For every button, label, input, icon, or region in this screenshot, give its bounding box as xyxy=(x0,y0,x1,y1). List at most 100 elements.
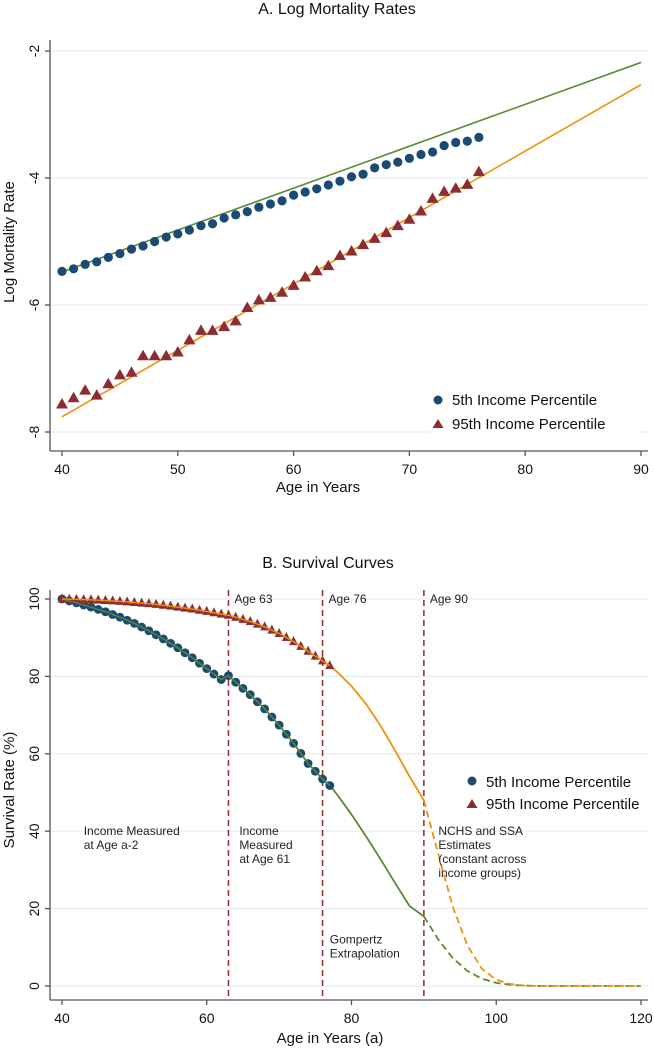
data-point-5th xyxy=(370,163,380,173)
data-point-5th xyxy=(312,184,322,194)
x-tick-label: 50 xyxy=(170,461,186,477)
y-tick-label: 100 xyxy=(26,587,42,611)
x-tick-label: 100 xyxy=(485,1010,509,1026)
annotation-line: at Age a-2 xyxy=(84,838,139,852)
data-point-95th xyxy=(264,291,277,302)
data-point-95th xyxy=(125,366,138,377)
x-tick-label: 60 xyxy=(286,461,302,477)
data-point-5th xyxy=(68,264,79,274)
data-point-5th xyxy=(404,153,414,163)
data-point-95th xyxy=(202,605,212,615)
data-point-95th xyxy=(187,603,197,613)
panel-a-title: A. Log Mortality Rates xyxy=(258,1,415,18)
data-point-95th xyxy=(93,594,103,604)
data-point-95th xyxy=(252,293,265,305)
panel-a-fit-lines xyxy=(61,61,642,418)
data-point-5th xyxy=(57,266,67,276)
survival-curve-95th xyxy=(61,598,425,801)
data-point-5th xyxy=(289,190,299,200)
data-point-95th xyxy=(414,205,427,216)
y-tick-label: 20 xyxy=(26,901,42,917)
legend-label-5th: 5th Income Percentile xyxy=(486,774,631,791)
data-point-95th xyxy=(472,165,485,177)
data-point-5th xyxy=(231,210,241,220)
y-tick-label: 40 xyxy=(26,823,42,839)
annotation-line: Estimates xyxy=(438,838,491,852)
data-point-5th xyxy=(196,221,206,231)
panel-b-legend: 5th Income Percentile 95th Income Percen… xyxy=(466,774,639,813)
panel-b-axes: 0 20 40 60 80 100 40 60 80 100 120 xyxy=(26,587,653,1026)
data-point-95th xyxy=(216,608,226,618)
panel-a-y-axis-label: Log Mortality Rate xyxy=(1,181,18,303)
annotation-line: Extrapolation xyxy=(330,946,400,960)
data-point-95th xyxy=(438,185,451,196)
annotation-line: Income Measured xyxy=(84,824,180,838)
data-point-5th xyxy=(184,225,194,235)
y-tick-label: -8 xyxy=(26,426,42,439)
y-tick-label: -2 xyxy=(26,45,42,58)
data-point-95th xyxy=(67,391,80,403)
data-point-5th xyxy=(138,241,148,251)
x-tick-label: 80 xyxy=(344,1010,360,1026)
data-point-95th xyxy=(79,594,89,604)
data-point-95th xyxy=(403,213,416,224)
annotation-line: income groups) xyxy=(438,866,521,880)
data-point-95th xyxy=(160,349,173,361)
data-point-5th xyxy=(451,137,461,148)
panel-b-gridlines xyxy=(51,598,648,987)
panel-b-curves xyxy=(61,598,641,987)
vertical-line-label: Age 63 xyxy=(234,592,272,606)
data-point-5th xyxy=(393,157,403,167)
data-point-5th xyxy=(80,259,90,269)
x-tick-label: 90 xyxy=(633,461,649,477)
data-point-5th xyxy=(474,132,484,142)
panel-b-survival-curves: B. Survival Curves Age 63 Age 76 Age 90 0 2… xyxy=(1,555,653,1047)
data-point-95th xyxy=(325,660,335,670)
data-point-95th xyxy=(71,593,81,603)
data-point-95th xyxy=(158,599,168,609)
legend-marker-triangle-icon xyxy=(432,419,444,428)
data-point-95th xyxy=(380,226,393,238)
data-point-95th xyxy=(357,238,370,250)
data-point-5th xyxy=(219,213,229,223)
data-point-5th xyxy=(173,229,183,239)
fit-overlay-95th xyxy=(61,598,331,667)
data-point-95th xyxy=(113,368,126,380)
data-point-95th xyxy=(391,219,404,231)
annotation-line: Measured xyxy=(239,838,292,852)
x-tick-label: 80 xyxy=(517,461,533,477)
panel-b-points xyxy=(57,593,335,790)
x-tick-label: 40 xyxy=(54,1010,70,1026)
vertical-line-label: Age 90 xyxy=(430,592,468,606)
annotation-text: Income Measured at Age 61 xyxy=(239,824,292,866)
data-point-5th xyxy=(92,257,102,267)
panel-a-points xyxy=(56,132,485,409)
data-point-95th xyxy=(426,192,439,203)
vertical-line-label: Age 76 xyxy=(329,592,367,606)
data-point-5th xyxy=(358,169,368,179)
data-point-95th xyxy=(183,333,196,345)
data-point-5th xyxy=(115,248,125,259)
data-point-95th xyxy=(79,384,92,395)
fit-overlay-5th xyxy=(61,598,331,787)
annotation-line: Income xyxy=(239,824,279,838)
y-tick-label: 80 xyxy=(26,668,42,684)
legend-label-95th: 95th Income Percentile xyxy=(452,416,605,433)
data-point-5th xyxy=(265,199,276,209)
data-point-5th xyxy=(300,187,310,197)
x-tick-label: 60 xyxy=(199,1010,215,1026)
data-point-95th xyxy=(229,314,242,326)
data-point-95th xyxy=(218,320,231,332)
legend-box xyxy=(430,384,640,436)
annotation-line: Gompertz xyxy=(330,932,383,946)
x-tick-label: 40 xyxy=(54,461,70,477)
legend-label-95th: 95th Income Percentile xyxy=(486,796,639,813)
legend-label-5th: 5th Income Percentile xyxy=(452,392,597,409)
data-point-5th xyxy=(150,236,160,247)
data-point-95th xyxy=(345,245,358,256)
data-point-95th xyxy=(310,264,323,276)
panel-a-gridlines xyxy=(51,50,648,433)
data-point-5th xyxy=(207,219,218,229)
